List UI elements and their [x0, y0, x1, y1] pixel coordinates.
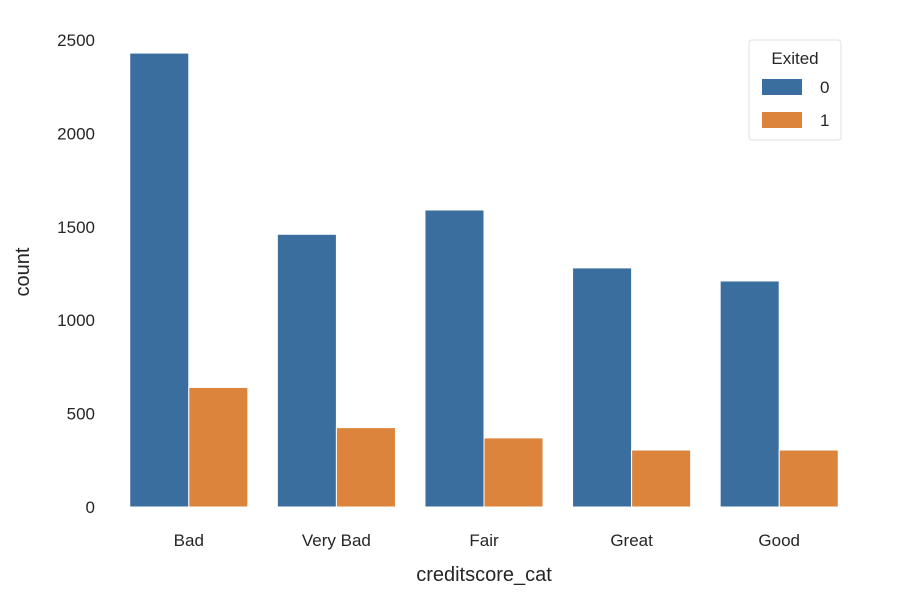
bar-good-exited-1	[778, 449, 839, 508]
bar-great-exited-0	[572, 267, 633, 508]
bar-bad-exited-0	[129, 52, 190, 508]
bar-very-bad-exited-1	[335, 427, 396, 508]
x-tick-label: Good	[758, 531, 800, 550]
bar-fair-exited-1	[483, 437, 544, 508]
x-axis-label: creditscore_cat	[416, 564, 552, 586]
y-tick-label: 2500	[57, 31, 95, 50]
legend-swatch	[762, 79, 802, 95]
x-tick-label: Bad	[174, 531, 204, 550]
legend-label: 1	[820, 111, 829, 130]
y-axis-label: count	[12, 247, 34, 296]
bar-very-bad-exited-0	[276, 233, 337, 508]
bar-fair-exited-0	[424, 209, 485, 508]
bar-good-exited-0	[719, 280, 780, 508]
legend-title: Exited	[771, 49, 818, 68]
legend: Exited 0 1	[748, 39, 842, 141]
x-tick-label: Very Bad	[302, 531, 371, 550]
bar-bad-exited-1	[188, 386, 249, 508]
y-tick-label: 0	[86, 498, 95, 517]
y-tick-label: 1000	[57, 311, 95, 330]
x-tick-label: Great	[610, 531, 653, 550]
legend-swatch	[762, 112, 802, 128]
bar-great-exited-1	[631, 449, 692, 508]
bars	[129, 52, 839, 508]
x-tick-label: Fair	[469, 531, 499, 550]
legend-label: 0	[820, 78, 829, 97]
y-tick-label: 500	[67, 405, 95, 424]
y-tick-label: 2000	[57, 124, 95, 143]
y-tick-label: 1500	[57, 218, 95, 237]
y-axis-ticks: 0 500 1000 1500 2000 2500	[57, 31, 95, 517]
x-axis-ticks: Bad Very Bad Fair Great Good	[174, 531, 800, 550]
